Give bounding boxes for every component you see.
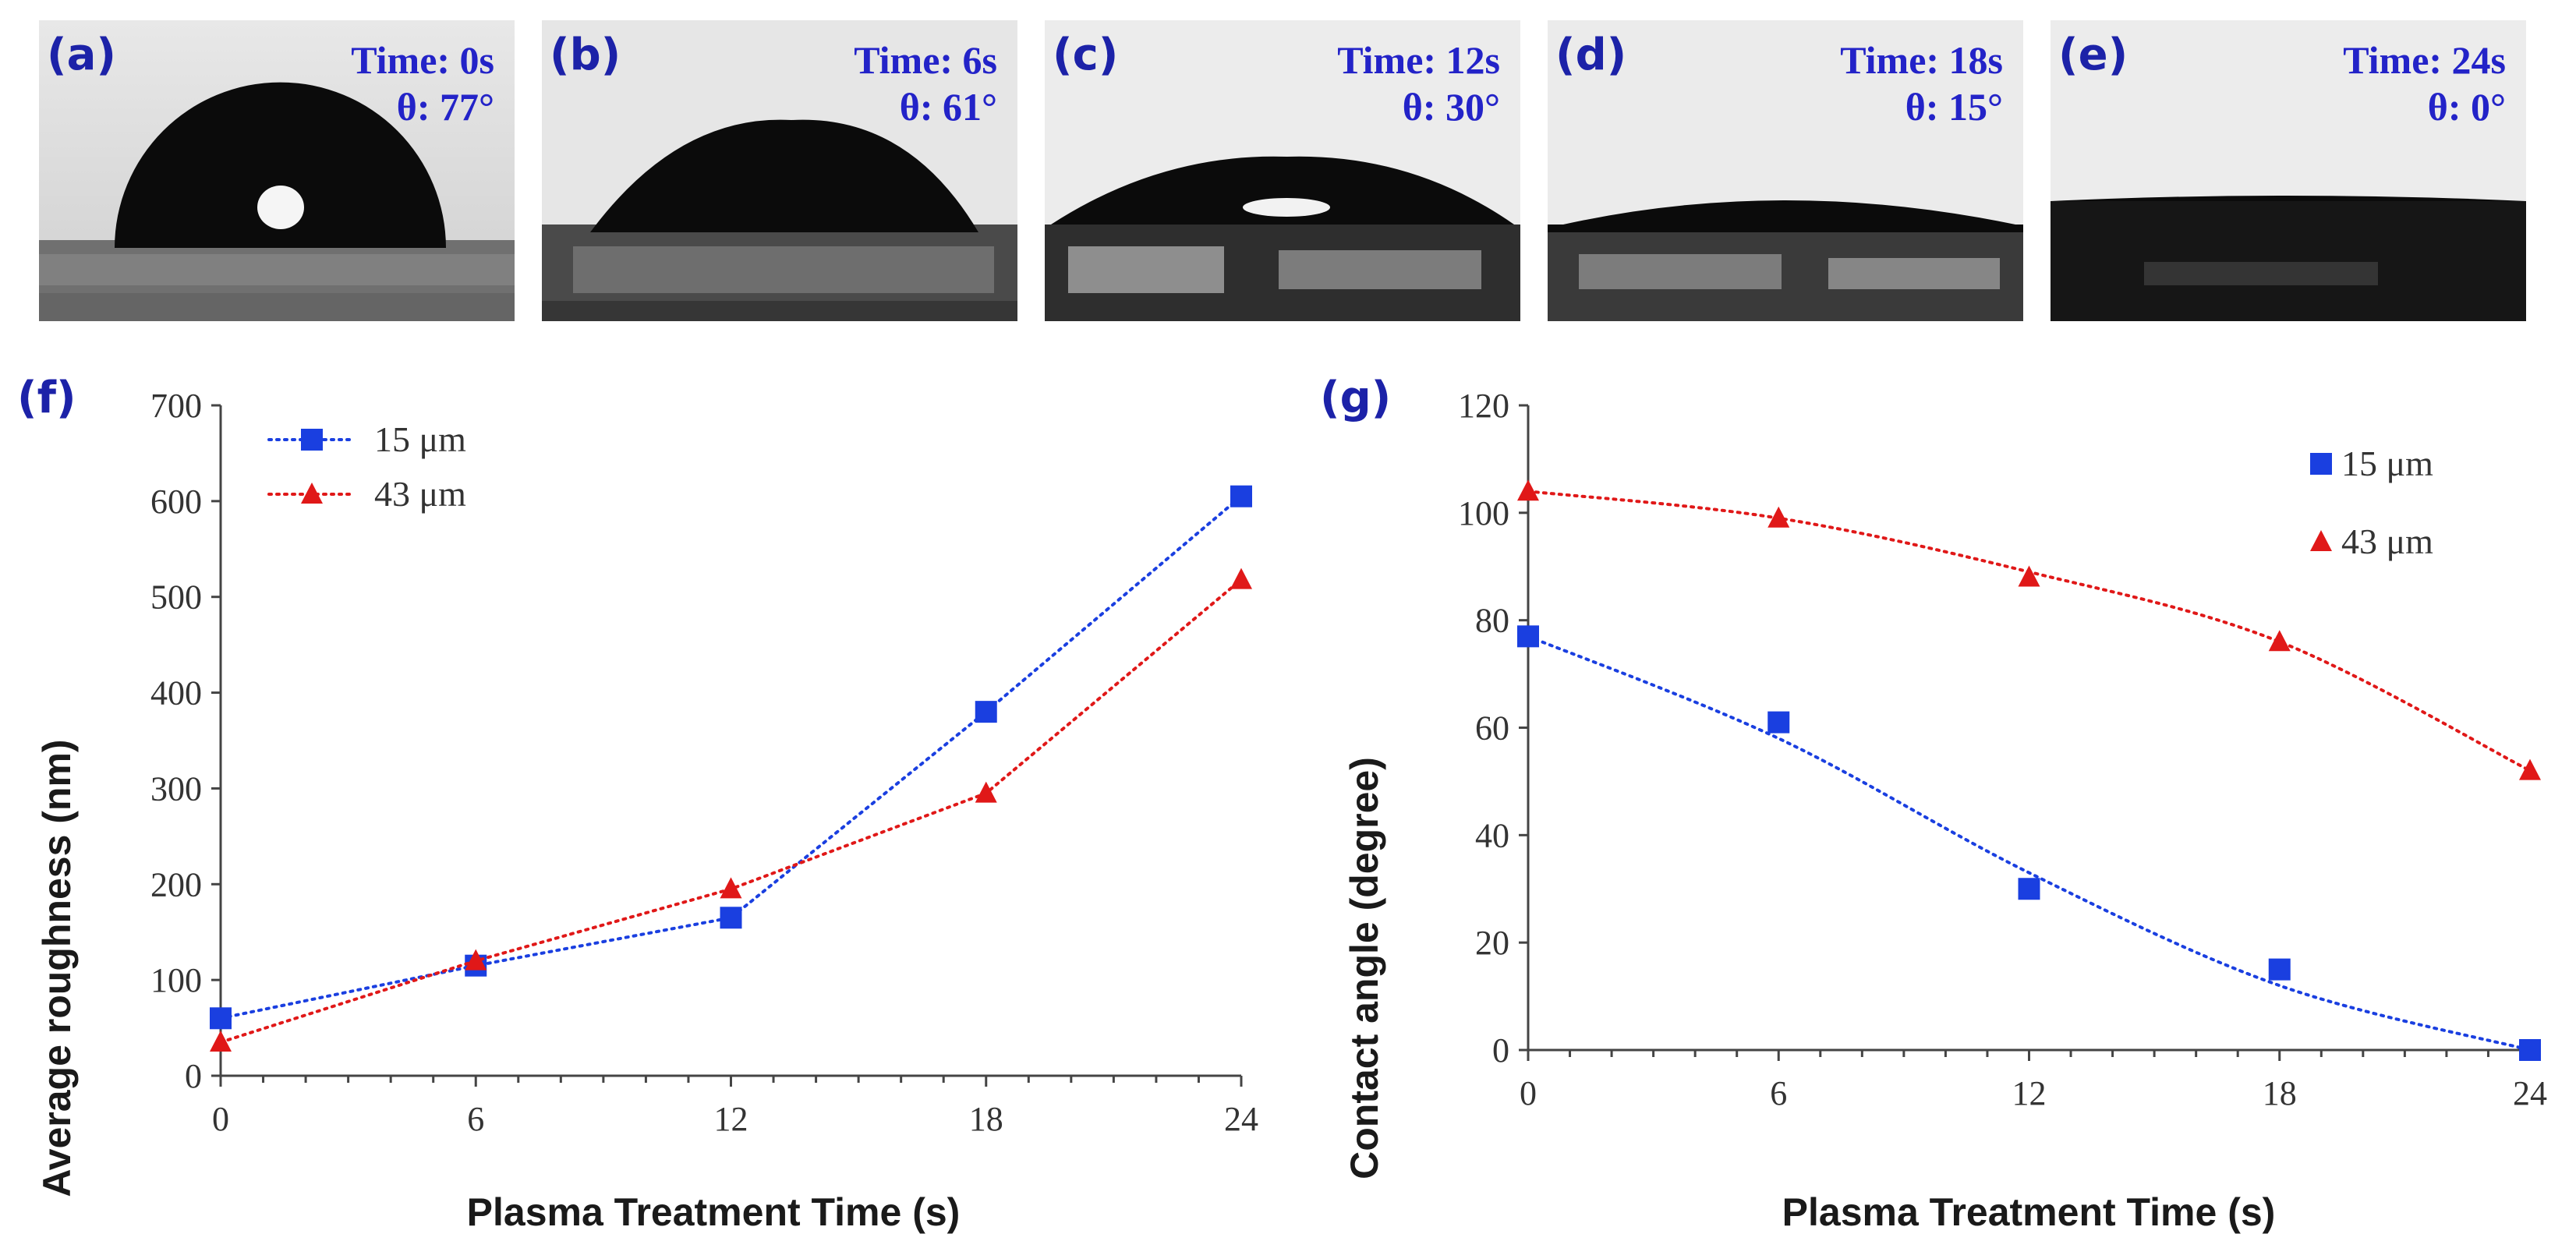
chart-f-label: (f) bbox=[17, 373, 76, 423]
x-tick-label: 0 bbox=[212, 1100, 229, 1138]
panel-angle: θ: 0° bbox=[2427, 85, 2506, 129]
data-point bbox=[210, 1007, 232, 1030]
y-tick-label: 80 bbox=[1475, 602, 1509, 640]
y-tick-label: 700 bbox=[150, 387, 202, 425]
data-point bbox=[2268, 958, 2291, 981]
panel-label: (c) bbox=[1053, 30, 1119, 80]
data-point bbox=[720, 877, 742, 899]
panel-label: (e) bbox=[2058, 30, 2128, 80]
x-tick-label: 18 bbox=[969, 1100, 1003, 1138]
droplet-image bbox=[2051, 20, 2526, 321]
y-tick-label: 600 bbox=[150, 483, 202, 521]
droplet-image bbox=[39, 20, 515, 321]
panel-label: (a) bbox=[47, 30, 116, 80]
data-point bbox=[1767, 711, 1790, 734]
data-point bbox=[975, 701, 997, 723]
y-tick-label: 0 bbox=[1492, 1031, 1509, 1070]
data-point bbox=[1517, 479, 1539, 501]
droplet-image bbox=[542, 20, 1017, 321]
y-axis-label: Contact angle (degree) bbox=[1343, 757, 1386, 1179]
data-point bbox=[2519, 1039, 2541, 1061]
panel-angle: θ: 77° bbox=[396, 85, 494, 129]
x-tick-label: 24 bbox=[2513, 1074, 2547, 1112]
droplet-panel-a: (a) Time: 0s θ: 77° bbox=[39, 20, 515, 321]
series-line-0 bbox=[219, 494, 1243, 1020]
panel-time: Time: 24s bbox=[2343, 38, 2506, 82]
legend-label: 15 μm bbox=[2341, 444, 2433, 483]
panel-label: (b) bbox=[550, 30, 621, 80]
y-tick-label: 300 bbox=[150, 769, 202, 808]
y-tick-label: 120 bbox=[1458, 387, 1509, 425]
x-tick-label: 12 bbox=[714, 1100, 748, 1138]
y-tick-label: 0 bbox=[185, 1057, 202, 1095]
contact-angle-chart: Contact angle (degree) Plasma Treatment … bbox=[1343, 387, 2547, 1234]
data-point bbox=[2268, 630, 2291, 652]
droplet-image bbox=[1548, 20, 2023, 321]
y-tick-label: 40 bbox=[1475, 816, 1509, 854]
y-tick-label: 100 bbox=[1458, 494, 1509, 532]
droplet-panel-d: (d) Time: 18s θ: 15° bbox=[1548, 20, 2023, 321]
x-tick-label: 6 bbox=[1770, 1074, 1787, 1112]
roughness-chart: Average roughness (nm) Plasma Treatment … bbox=[35, 387, 1258, 1234]
data-point bbox=[2018, 878, 2040, 900]
x-tick-label: 18 bbox=[2263, 1074, 2297, 1112]
y-tick-label: 500 bbox=[150, 578, 202, 617]
y-tick-label: 20 bbox=[1475, 924, 1509, 962]
data-point bbox=[975, 781, 997, 803]
data-point bbox=[1230, 567, 1252, 589]
x-tick-label: 12 bbox=[2012, 1074, 2047, 1112]
panel-angle: θ: 15° bbox=[1905, 85, 2003, 129]
y-tick-label: 60 bbox=[1475, 709, 1509, 748]
panel-time: Time: 6s bbox=[854, 38, 997, 82]
series-line-1 bbox=[219, 578, 1243, 1044]
x-axis-label: Plasma Treatment Time (s) bbox=[467, 1190, 961, 1234]
legend-marker bbox=[2310, 530, 2332, 551]
panel-angle: θ: 30° bbox=[1402, 85, 1500, 129]
data-point bbox=[1767, 506, 1790, 528]
panel-time: Time: 12s bbox=[1337, 38, 1500, 82]
x-tick-label: 24 bbox=[1224, 1100, 1258, 1138]
data-point bbox=[210, 1031, 232, 1052]
data-point bbox=[2519, 758, 2541, 780]
y-tick-label: 100 bbox=[150, 961, 202, 999]
droplet-panel-b: (b) Time: 6s θ: 61° bbox=[542, 20, 1017, 321]
chart-g-label: (g) bbox=[1320, 373, 1392, 423]
panel-time: Time: 0s bbox=[351, 38, 494, 82]
legend-marker bbox=[301, 429, 323, 451]
x-axis-label: Plasma Treatment Time (s) bbox=[1782, 1190, 2276, 1234]
legend-marker bbox=[2310, 453, 2332, 475]
x-tick-label: 6 bbox=[467, 1100, 484, 1138]
y-tick-label: 200 bbox=[150, 865, 202, 903]
data-point bbox=[1230, 485, 1252, 507]
droplet-image bbox=[1045, 20, 1520, 321]
legend-label: 43 μm bbox=[374, 474, 466, 514]
data-point bbox=[465, 949, 487, 971]
droplet-panel-c: (c) Time: 12s θ: 30° bbox=[1045, 20, 1520, 321]
panel-angle: θ: 61° bbox=[899, 85, 997, 129]
data-point bbox=[2018, 565, 2040, 587]
data-point bbox=[1517, 625, 1539, 648]
panel-time: Time: 18s bbox=[1840, 38, 2003, 82]
series-line-0 bbox=[1527, 635, 2532, 1052]
y-tick-label: 400 bbox=[150, 674, 202, 712]
legend-label: 43 μm bbox=[2341, 522, 2433, 561]
legend-marker bbox=[301, 483, 323, 504]
y-axis-label: Average roughness (nm) bbox=[35, 739, 79, 1197]
droplet-panel-e: (e) Time: 24s θ: 0° bbox=[2051, 20, 2526, 321]
data-point bbox=[720, 907, 742, 929]
panel-label: (d) bbox=[1555, 30, 1627, 80]
x-tick-label: 0 bbox=[1520, 1074, 1537, 1112]
legend-label: 15 μm bbox=[374, 419, 466, 459]
